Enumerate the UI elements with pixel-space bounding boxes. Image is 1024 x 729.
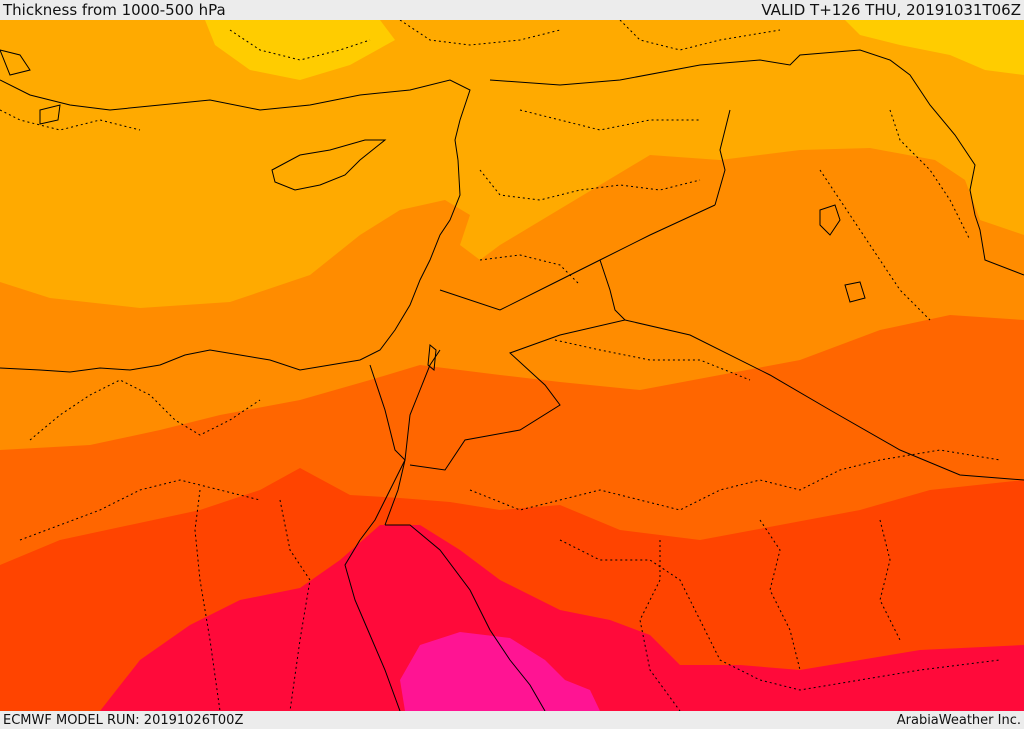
band-5 bbox=[100, 525, 1024, 711]
coastlines bbox=[0, 49, 1024, 711]
map-title: Thickness from 1000-500 hPa bbox=[3, 1, 226, 19]
valid-time: VALID T+126 THU, 20191031T06Z bbox=[761, 1, 1021, 19]
province-borders bbox=[0, 20, 1001, 711]
model-run: ECMWF MODEL RUN: 20191026T00Z bbox=[3, 713, 244, 728]
footer-bar: ECMWF MODEL RUN: 20191026T00Z ArabiaWeat… bbox=[0, 711, 1024, 729]
header-bar: Thickness from 1000-500 hPa VALID T+126 … bbox=[0, 0, 1024, 20]
band-warmest bbox=[400, 632, 600, 711]
band-coolest-ne bbox=[845, 20, 1024, 75]
thickness-map[interactable] bbox=[0, 20, 1024, 711]
map-canvas bbox=[0, 20, 1024, 711]
band-coolest bbox=[205, 20, 395, 80]
credit-label: ArabiaWeather Inc. bbox=[896, 713, 1021, 728]
